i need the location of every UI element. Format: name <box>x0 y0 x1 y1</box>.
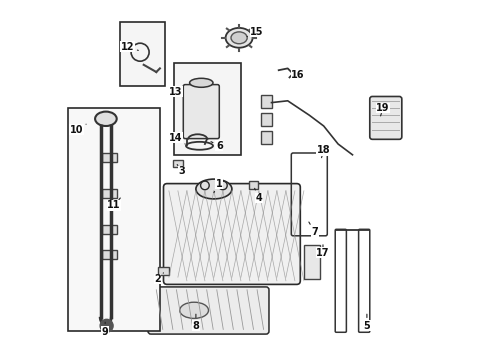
Ellipse shape <box>189 78 213 87</box>
Bar <box>102 153 117 162</box>
Bar <box>260 131 271 144</box>
Text: 14: 14 <box>168 132 185 144</box>
Text: 2: 2 <box>154 273 163 284</box>
Ellipse shape <box>225 28 252 48</box>
Ellipse shape <box>179 302 208 318</box>
Text: 11: 11 <box>107 198 121 210</box>
FancyBboxPatch shape <box>148 287 268 334</box>
FancyBboxPatch shape <box>183 85 219 139</box>
Text: 10: 10 <box>69 124 86 135</box>
Bar <box>158 267 168 275</box>
Text: 13: 13 <box>168 87 182 97</box>
Bar <box>172 160 182 167</box>
FancyBboxPatch shape <box>163 184 300 284</box>
Ellipse shape <box>196 179 231 199</box>
Bar <box>102 250 117 259</box>
Text: 8: 8 <box>192 314 199 331</box>
Text: 6: 6 <box>210 141 222 151</box>
Bar <box>303 245 320 279</box>
Text: 7: 7 <box>308 222 317 237</box>
Circle shape <box>100 319 113 332</box>
Bar <box>102 225 117 234</box>
Bar <box>102 189 117 198</box>
Bar <box>260 113 271 126</box>
Text: 4: 4 <box>254 188 262 203</box>
Text: 1: 1 <box>213 179 222 193</box>
Text: 15: 15 <box>246 27 264 37</box>
Text: 3: 3 <box>177 165 184 176</box>
Bar <box>174 63 241 155</box>
Bar <box>249 181 258 189</box>
Text: 19: 19 <box>376 103 389 116</box>
Text: 17: 17 <box>316 245 329 258</box>
Text: 18: 18 <box>316 145 330 158</box>
Bar <box>260 95 271 108</box>
Text: 9: 9 <box>102 322 108 337</box>
Text: 12: 12 <box>121 42 138 52</box>
Text: 5: 5 <box>363 314 369 331</box>
Bar <box>120 22 165 86</box>
Text: 16: 16 <box>290 70 304 80</box>
FancyBboxPatch shape <box>369 96 401 139</box>
Ellipse shape <box>230 32 247 44</box>
Bar <box>68 108 160 331</box>
Ellipse shape <box>95 112 117 126</box>
